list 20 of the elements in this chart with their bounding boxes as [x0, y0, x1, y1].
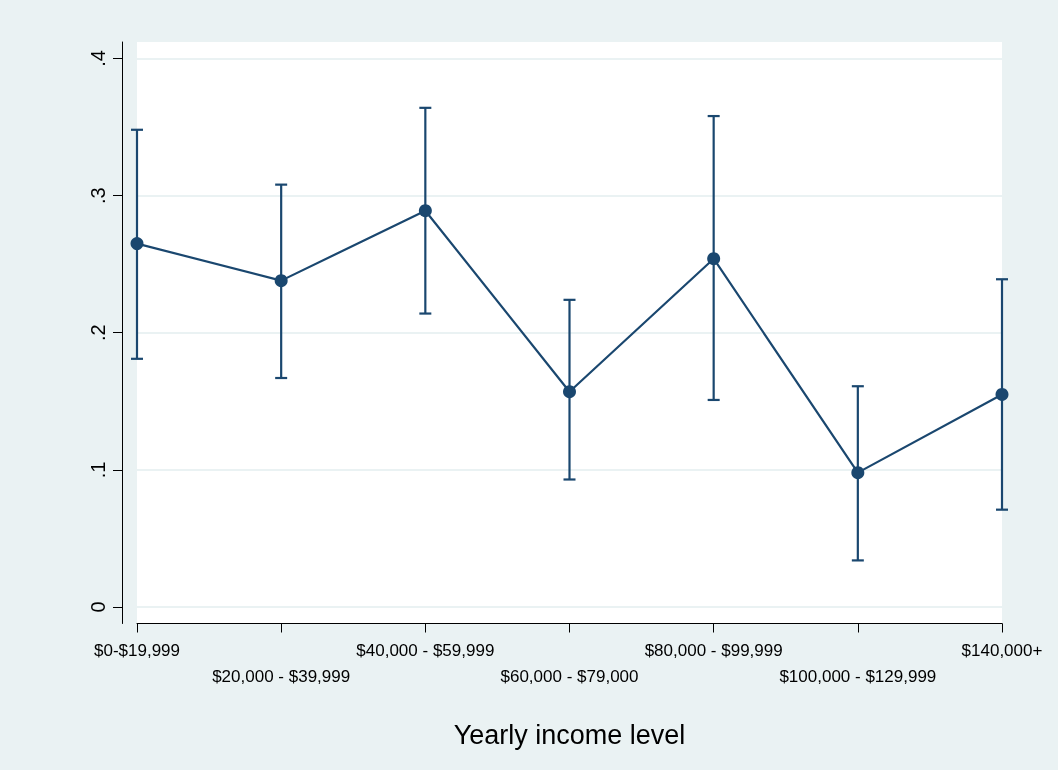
y-tick-label: .2 — [87, 324, 109, 342]
point — [418, 204, 432, 218]
y-tick-label: .3 — [87, 187, 109, 204]
point — [274, 274, 288, 288]
x-tick-label: $80,000 - $99,999 — [644, 641, 783, 660]
x-axis-title: Yearly income level — [453, 720, 686, 750]
x-tick-label: $40,000 - $59,999 — [356, 641, 495, 660]
point — [707, 252, 721, 266]
y-tick-label: .1 — [87, 461, 109, 479]
x-tick-label: $100,000 - $129,999 — [779, 667, 937, 686]
y-tick-label: 0 — [87, 601, 109, 613]
x-tick-label: $140,000+ — [961, 641, 1043, 660]
y-tick-label: .4 — [87, 50, 109, 67]
x-tick-label: $0-$19,999 — [93, 641, 181, 660]
point — [130, 237, 144, 251]
point — [563, 385, 576, 399]
point — [995, 387, 1009, 401]
point — [851, 466, 865, 480]
x-tick-label: $60,000 - $79,000 — [500, 667, 639, 686]
x-tick-label: $20,000 - $39,999 — [212, 667, 351, 686]
